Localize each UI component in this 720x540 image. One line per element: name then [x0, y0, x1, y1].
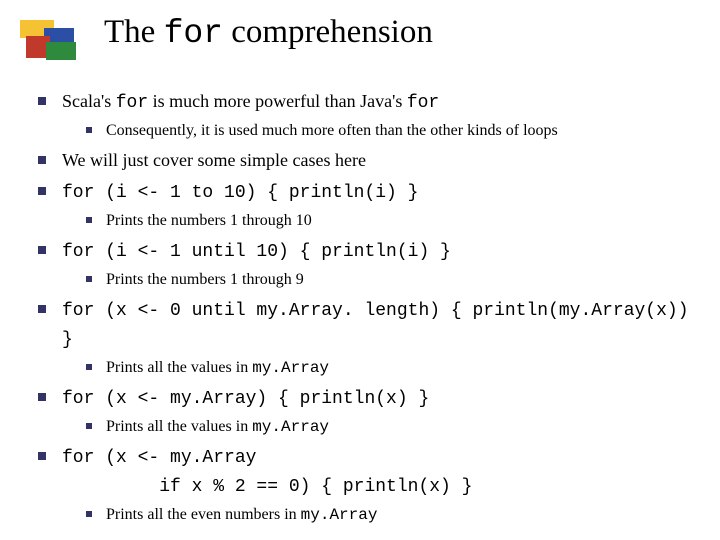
bullet-4-sub: Prints the numbers 1 through 9	[62, 268, 710, 292]
b7-code-l2: if x % 2 == 0) { println(x) }	[62, 477, 472, 497]
bullet-7a: Prints all the even numbers in my.Array	[62, 503, 710, 527]
bullet-7: for (x <- my.Array if x % 2 == 0) { prin…	[36, 443, 710, 527]
b5a-code: my.Array	[252, 359, 329, 377]
b3a-text: Prints the numbers 1 through 10	[106, 212, 312, 229]
b1-mid: is much more powerful than Java's	[148, 91, 407, 111]
b6a-code: my.Array	[252, 418, 329, 436]
b4-code: for (i <- 1 until 10) { println(i) }	[62, 242, 451, 262]
bullet-1-sub: Consequently, it is used much more often…	[62, 119, 710, 143]
b7-code-l1: for (x <- my.Array	[62, 448, 256, 468]
b1a-text: Consequently, it is used much more often…	[106, 122, 558, 139]
logo-block-green	[46, 42, 76, 60]
b1-pre: Scala's	[62, 91, 116, 111]
bullet-5-sub: Prints all the values in my.Array	[62, 356, 710, 380]
bullet-2: We will just cover some simple cases her…	[36, 147, 710, 174]
bullet-4a: Prints the numbers 1 through 9	[62, 268, 710, 292]
bullet-3-sub: Prints the numbers 1 through 10	[62, 209, 710, 233]
title-code: for	[164, 15, 223, 52]
slide-title: The for comprehension	[104, 14, 433, 52]
b5-code: for (x <- 0 until my.Array. length) { pr…	[62, 301, 689, 350]
b7a-pre: Prints all the even numbers in	[106, 506, 301, 523]
bullet-3a: Prints the numbers 1 through 10	[62, 209, 710, 233]
b7a-code: my.Array	[301, 506, 378, 524]
slide: The for comprehension Scala's for is muc…	[0, 0, 720, 540]
bullet-6-sub: Prints all the values in my.Array	[62, 415, 710, 439]
b1-code1: for	[116, 93, 148, 113]
bullet-6a: Prints all the values in my.Array	[62, 415, 710, 439]
bullet-list: Scala's for is much more powerful than J…	[36, 88, 710, 527]
bullet-5a: Prints all the values in my.Array	[62, 356, 710, 380]
title-post: comprehension	[223, 14, 433, 50]
logo	[20, 20, 80, 62]
bullet-1: Scala's for is much more powerful than J…	[36, 88, 710, 143]
b6-code: for (x <- my.Array) { println(x) }	[62, 389, 429, 409]
b6a-pre: Prints all the values in	[106, 418, 252, 435]
content: Scala's for is much more powerful than J…	[36, 84, 710, 529]
bullet-3: for (i <- 1 to 10) { println(i) } Prints…	[36, 178, 710, 233]
b2-text: We will just cover some simple cases her…	[62, 150, 366, 170]
bullet-1a: Consequently, it is used much more often…	[62, 119, 710, 143]
b5a-pre: Prints all the values in	[106, 359, 252, 376]
b3-code: for (i <- 1 to 10) { println(i) }	[62, 183, 418, 203]
bullet-6: for (x <- my.Array) { println(x) } Print…	[36, 384, 710, 439]
bullet-5: for (x <- 0 until my.Array. length) { pr…	[36, 296, 710, 380]
bullet-7-sub: Prints all the even numbers in my.Array	[62, 503, 710, 527]
bullet-4: for (i <- 1 until 10) { println(i) } Pri…	[36, 237, 710, 292]
title-pre: The	[104, 14, 164, 50]
b1-code2: for	[407, 93, 439, 113]
b4a-text: Prints the numbers 1 through 9	[106, 271, 304, 288]
